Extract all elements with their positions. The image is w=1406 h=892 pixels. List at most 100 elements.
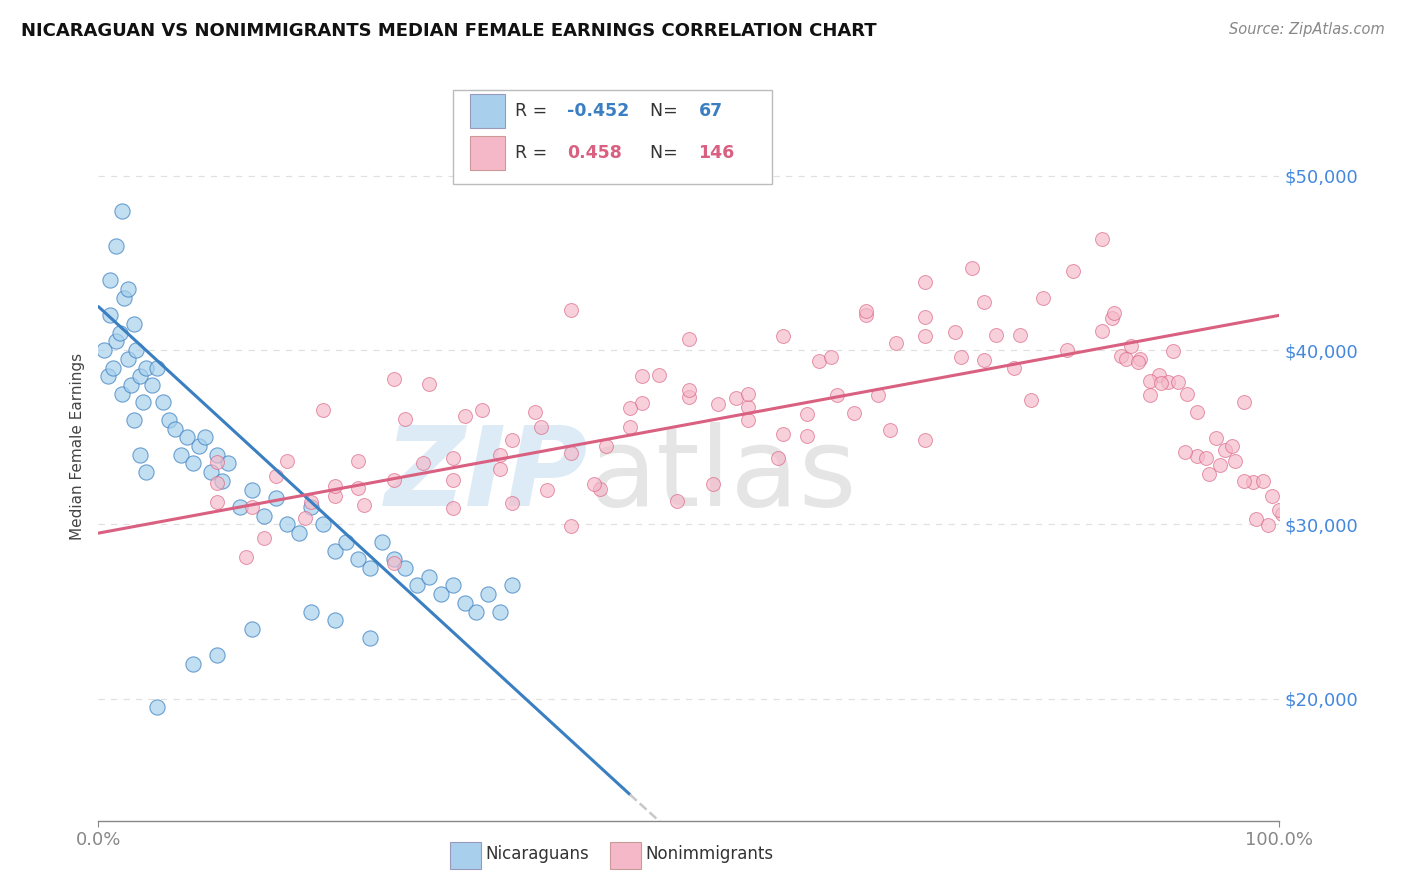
Point	[347, 552, 370, 566]
Point	[135, 360, 157, 375]
Text: 146: 146	[699, 145, 735, 162]
Point	[128, 369, 150, 384]
Point	[276, 453, 298, 467]
Point	[820, 350, 842, 364]
Point	[288, 526, 311, 541]
FancyBboxPatch shape	[471, 94, 505, 128]
Point	[524, 405, 547, 419]
Point	[121, 378, 143, 392]
Point	[117, 351, 139, 366]
Point	[707, 397, 730, 411]
Point	[772, 328, 794, 343]
Point	[678, 332, 700, 346]
Point	[382, 556, 405, 570]
Point	[501, 434, 523, 448]
Point	[264, 491, 287, 506]
Point	[1195, 450, 1218, 465]
Point	[276, 517, 298, 532]
Point	[211, 474, 233, 488]
Point	[1091, 324, 1114, 338]
Point	[737, 387, 759, 401]
Point	[589, 482, 612, 496]
Point	[312, 517, 335, 532]
Point	[111, 203, 134, 218]
Point	[394, 561, 416, 575]
Point	[122, 413, 145, 427]
Point	[382, 474, 405, 488]
Point	[702, 477, 724, 491]
Point	[229, 500, 252, 514]
FancyBboxPatch shape	[610, 842, 641, 869]
Point	[205, 495, 228, 509]
Point	[235, 550, 257, 565]
Point	[394, 412, 416, 426]
Point	[678, 390, 700, 404]
Point	[1002, 360, 1025, 375]
Point	[105, 238, 128, 252]
Point	[141, 378, 163, 392]
Point	[630, 368, 652, 383]
Point	[323, 543, 346, 558]
Point	[1032, 291, 1054, 305]
Point	[453, 409, 475, 424]
Point	[1233, 395, 1256, 409]
Point	[737, 412, 759, 426]
Point	[382, 372, 405, 386]
Point	[359, 631, 381, 645]
Point	[501, 578, 523, 592]
Point	[406, 578, 429, 592]
Point	[98, 273, 121, 287]
Point	[181, 657, 204, 671]
Text: R =: R =	[516, 102, 553, 120]
Point	[1119, 338, 1142, 352]
Point	[205, 476, 228, 491]
Point	[253, 508, 276, 523]
Point	[253, 531, 276, 545]
Point	[866, 388, 889, 402]
Point	[170, 448, 193, 462]
Point	[1271, 507, 1294, 521]
Point	[1150, 376, 1173, 391]
Point	[128, 448, 150, 462]
Point	[176, 430, 198, 444]
Point	[1126, 355, 1149, 369]
Text: -0.452: -0.452	[567, 102, 630, 120]
Point	[648, 368, 671, 383]
Point	[146, 700, 169, 714]
Point	[914, 433, 936, 447]
Point	[1021, 393, 1043, 408]
Point	[595, 439, 617, 453]
Point	[299, 605, 322, 619]
Point	[347, 481, 370, 495]
Point	[105, 334, 128, 349]
Point	[825, 388, 848, 402]
Point	[125, 343, 148, 358]
Point	[772, 426, 794, 441]
Point	[1161, 343, 1184, 358]
Point	[1115, 352, 1137, 367]
Point	[914, 275, 936, 289]
Point	[323, 613, 346, 627]
Point	[1244, 512, 1267, 526]
Point	[418, 570, 440, 584]
Point	[264, 469, 287, 483]
Text: atlas: atlas	[589, 423, 858, 530]
Point	[619, 420, 641, 434]
Point	[666, 494, 689, 508]
Point	[1205, 431, 1227, 445]
Point	[299, 495, 322, 509]
Point	[477, 587, 499, 601]
Point	[165, 421, 187, 435]
Point	[240, 500, 263, 514]
Point	[382, 552, 405, 566]
Point	[441, 500, 464, 515]
Point	[1185, 405, 1208, 419]
Point	[943, 325, 966, 339]
Point	[489, 462, 512, 476]
Text: ZIP: ZIP	[385, 423, 589, 530]
Point	[973, 352, 995, 367]
Point	[441, 450, 464, 465]
Point	[347, 453, 370, 467]
Point	[441, 578, 464, 592]
Point	[418, 377, 440, 392]
